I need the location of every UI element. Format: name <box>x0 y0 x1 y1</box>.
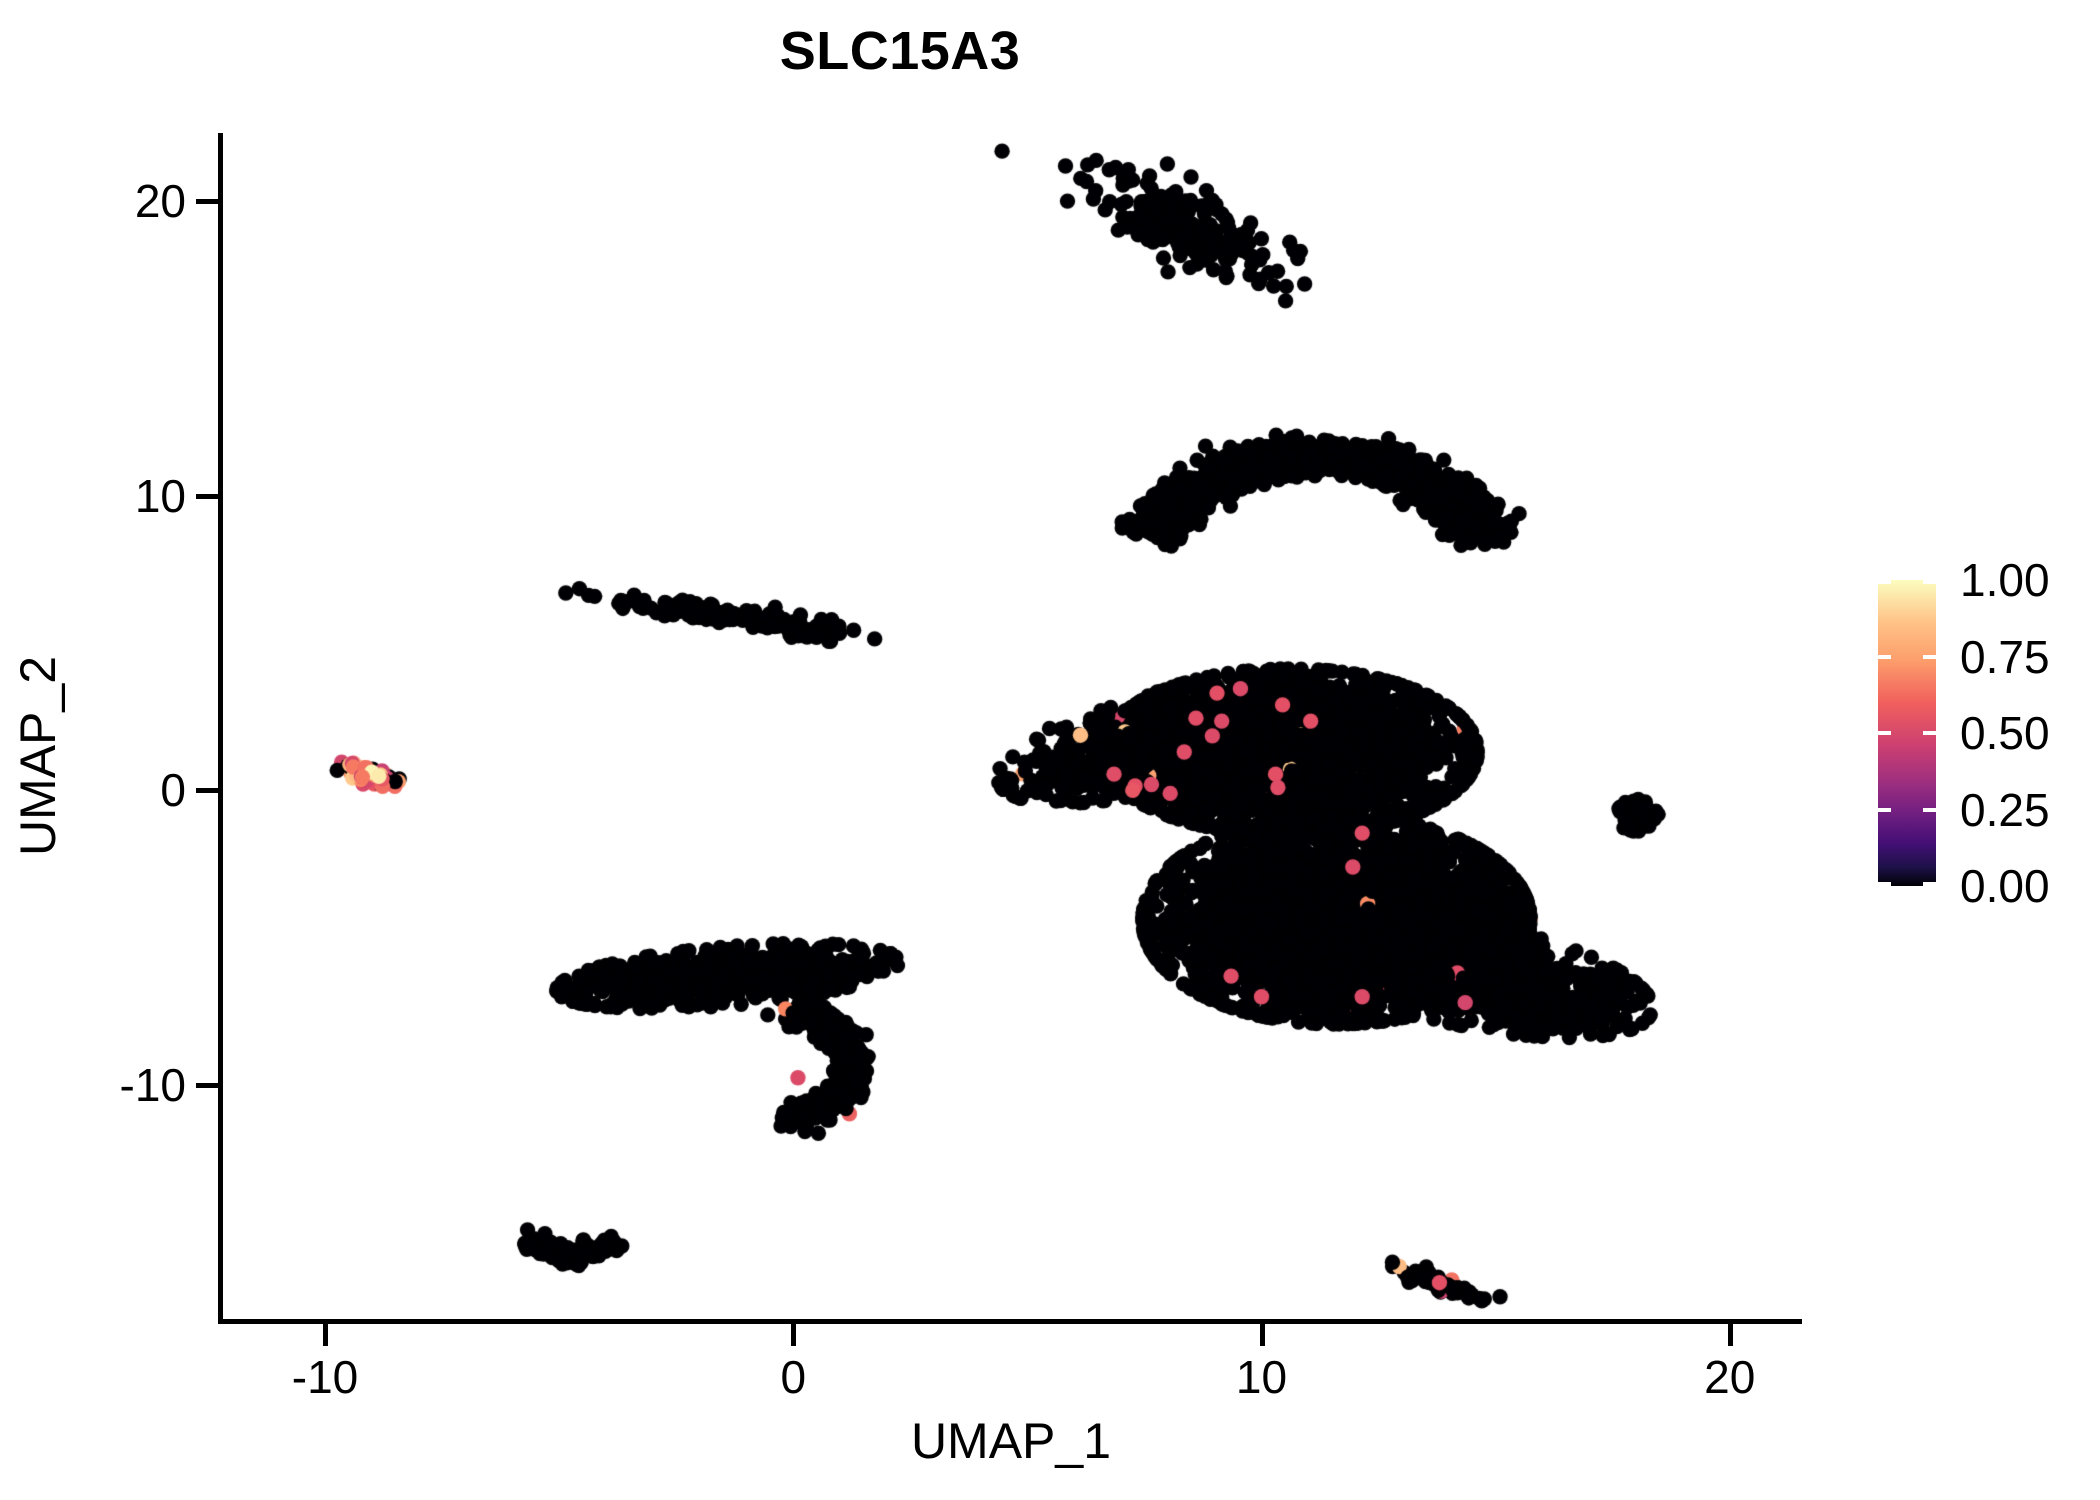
colorbar-tick-mark <box>1878 807 1891 812</box>
plot-panel <box>222 133 1800 1321</box>
colorbar-tick-label: 0.50 <box>1960 707 2050 759</box>
y-tick-mark <box>196 1083 218 1089</box>
x-tick-label: 0 <box>780 1351 807 1403</box>
colorbar-tick-mark <box>1878 580 1891 584</box>
colorbar-tick-label: 0.25 <box>1960 783 2050 836</box>
colorbar-tick-mark <box>1923 654 1936 659</box>
colorbar-tick-mark <box>1878 654 1891 659</box>
colorbar-tick-label: 1.00 <box>1960 554 2050 606</box>
y-tick-label: 20 <box>134 174 186 227</box>
colorbar-tick-label: 0.75 <box>1960 630 2050 683</box>
y-axis-line <box>218 133 223 1323</box>
y-tick-mark <box>196 493 218 499</box>
x-tick-label: -10 <box>291 1351 359 1403</box>
y-tick-label: 0 <box>160 764 186 817</box>
x-axis-title: UMAP_1 <box>910 1413 1112 1469</box>
y-tick-label: -10 <box>119 1059 186 1112</box>
colorbar-tick-mark <box>1923 580 1936 584</box>
scatter-canvas <box>222 133 1800 1321</box>
x-tick-mark <box>323 1324 328 1346</box>
colorbar-tick-mark <box>1923 807 1936 812</box>
x-tick-label: 10 <box>1235 1351 1288 1403</box>
x-tick-mark <box>791 1324 797 1346</box>
colorbar-legend: 1.00 0.75 0.50 0.25 0.00 <box>1878 554 2078 912</box>
y-tick-mark <box>196 198 218 204</box>
colorbar-tick-mark <box>1878 882 1891 886</box>
colorbar-tick-label: 0.00 <box>1960 860 2050 912</box>
x-tick-mark <box>1259 1324 1265 1346</box>
colorbar-tick-mark <box>1923 882 1936 886</box>
y-tick-label: 10 <box>134 469 186 522</box>
x-tick-mark <box>1727 1324 1733 1346</box>
y-tick-mark <box>196 788 218 794</box>
x-axis-line <box>218 1319 1802 1324</box>
x-tick-label: 20 <box>1704 1351 1756 1403</box>
colorbar-tick-mark <box>1878 731 1891 735</box>
page-title: SLC15A3 <box>779 21 1021 81</box>
colorbar-tick-mark <box>1923 731 1936 735</box>
y-axis-title: UMAP_2 <box>10 655 66 857</box>
